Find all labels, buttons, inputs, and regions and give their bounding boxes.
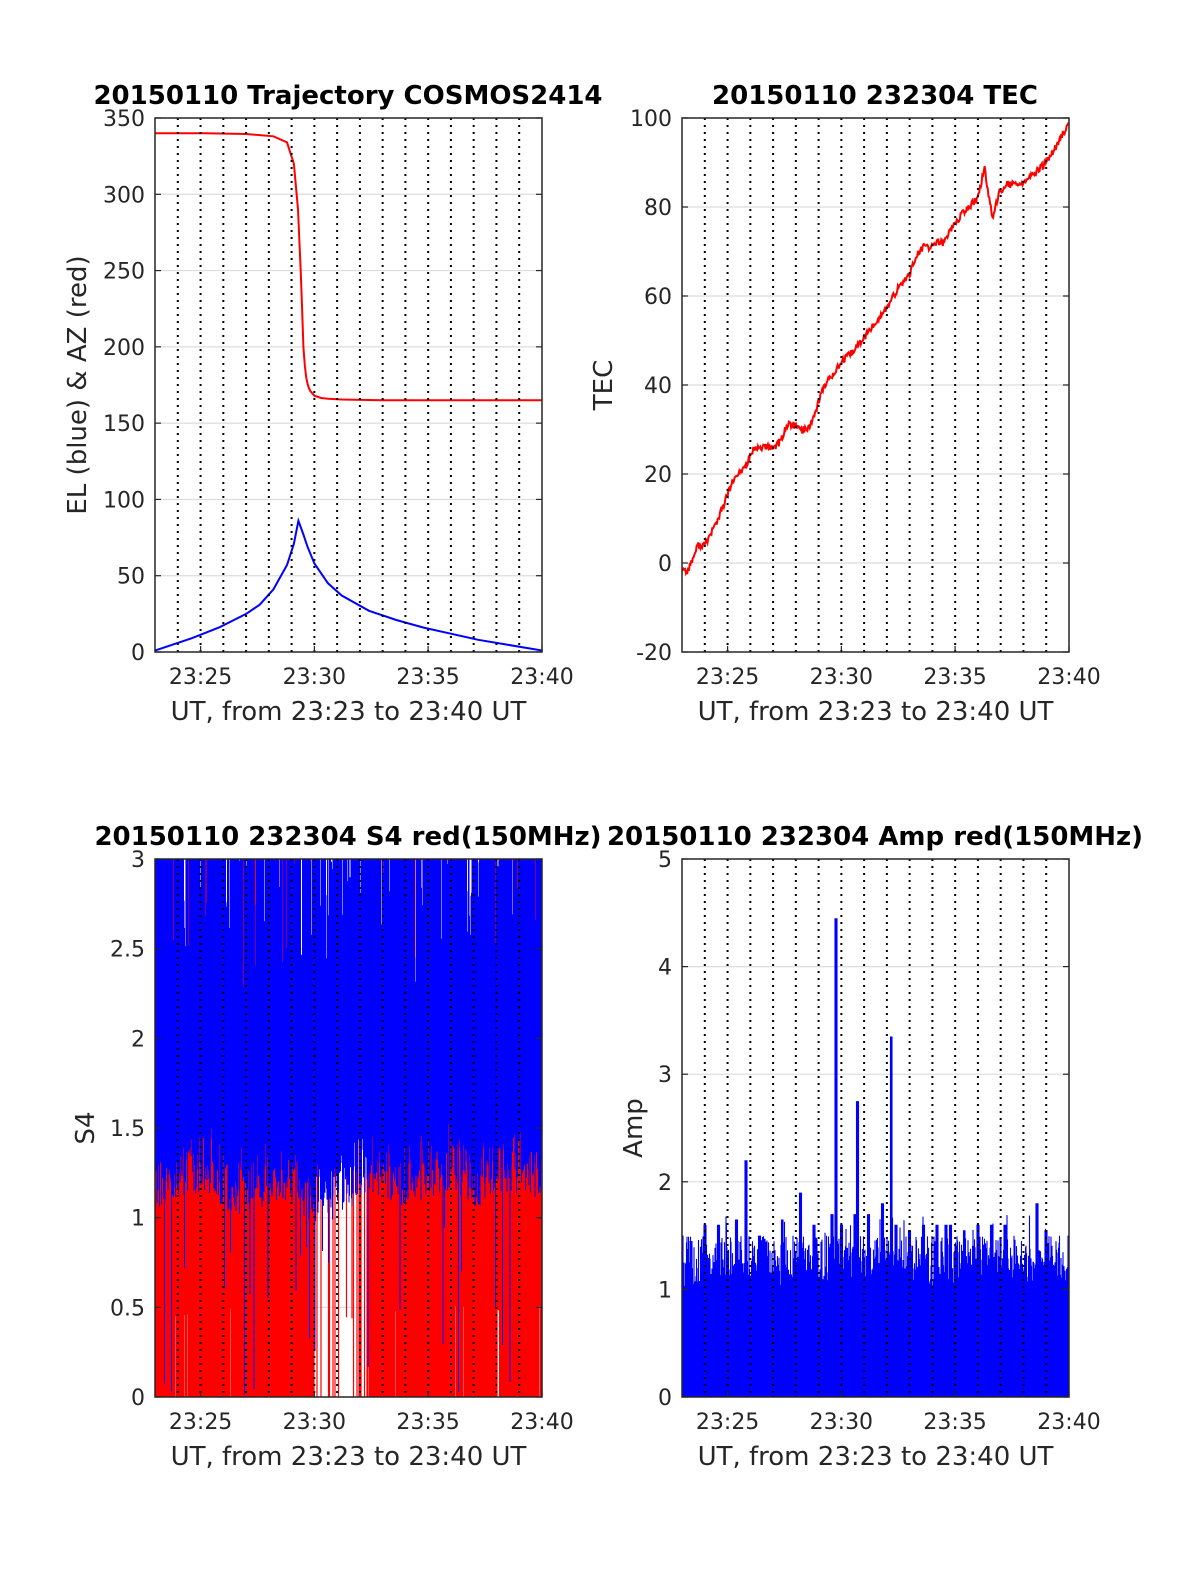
y-tick-label: 40 bbox=[644, 374, 672, 399]
y-tick-label: 100 bbox=[103, 488, 145, 513]
series-line-1 bbox=[682, 122, 1069, 577]
x-tick-label: 23:40 bbox=[510, 1410, 573, 1435]
chart-title: 20150110 Trajectory COSMOS2414 bbox=[93, 81, 602, 111]
x-axis-label: UT, from 23:23 to 23:40 UT bbox=[698, 1442, 1054, 1472]
x-tick-label: 23:35 bbox=[923, 665, 986, 690]
data-layer bbox=[682, 122, 1069, 577]
series-line-1 bbox=[155, 132, 542, 402]
x-tick-label: 23:40 bbox=[510, 665, 573, 690]
y-tick-label: 0.5 bbox=[110, 1296, 145, 1321]
x-tick-label: 23:40 bbox=[1037, 665, 1100, 690]
y-tick-label: -20 bbox=[636, 641, 672, 666]
chart-title: 20150110 232304 Amp red(150MHz) bbox=[607, 822, 1143, 852]
series-line-1 bbox=[682, 918, 1069, 1397]
y-tick-label: 60 bbox=[644, 285, 672, 310]
x-tick-label: 23:35 bbox=[396, 665, 459, 690]
y-tick-label: 100 bbox=[630, 107, 672, 132]
x-tick-label: 23:35 bbox=[396, 1410, 459, 1435]
y-tick-label: 2 bbox=[658, 1171, 672, 1196]
x-tick-label: 23:25 bbox=[696, 1410, 759, 1435]
chart-panel-4: 0 1 2 3 4 5 23:25 23:30 23:35 23:40 20150110 23230… bbox=[607, 822, 1143, 1472]
y-tick-label: 0 bbox=[658, 1386, 672, 1411]
y-tick-label: 80 bbox=[644, 196, 672, 221]
y-tick-label: 300 bbox=[103, 183, 145, 208]
axes-frame bbox=[154, 117, 543, 653]
x-tick-label: 23:40 bbox=[1037, 1410, 1100, 1435]
y-tick-label: 20 bbox=[644, 463, 672, 488]
y-tick-label: 0 bbox=[131, 641, 145, 666]
y-tick-label: 1 bbox=[131, 1207, 145, 1232]
data-layer bbox=[155, 859, 542, 1397]
y-tick-label: 2 bbox=[131, 1027, 145, 1052]
y-tick-label: 350 bbox=[103, 107, 145, 132]
x-tick-label: 23:35 bbox=[923, 1410, 986, 1435]
x-tick-label: 23:25 bbox=[169, 665, 232, 690]
y-tick-label: 1 bbox=[658, 1278, 672, 1303]
y-axis-label: EL (blue) & AZ (red) bbox=[63, 255, 93, 514]
chart-title: 20150110 232304 S4 red(150MHz) bbox=[94, 822, 601, 852]
x-axis-label: UT, from 23:23 to 23:40 UT bbox=[698, 697, 1054, 727]
y-tick-label: 0 bbox=[658, 552, 672, 577]
data-layer bbox=[155, 132, 542, 652]
chart-panel-1: 0 50 100 150 200 250 300 350 23:25 23:30 23:35 23:4… bbox=[63, 81, 603, 727]
x-tick-label: 23:25 bbox=[169, 1410, 232, 1435]
x-tick-label: 23:25 bbox=[696, 665, 759, 690]
y-axis-label: S4 bbox=[71, 1111, 101, 1144]
y-tick-label: 4 bbox=[658, 956, 672, 981]
chart-title: 20150110 232304 TEC bbox=[712, 81, 1038, 111]
y-tick-label: 3 bbox=[131, 848, 145, 873]
y-tick-label: 50 bbox=[117, 565, 145, 590]
y-tick-label: 150 bbox=[103, 412, 145, 437]
chart-panel-2: -20 0 20 40 60 80 100 23:25 23:30 23:35 23:40 20150… bbox=[589, 81, 1101, 727]
y-axis-label: Amp bbox=[619, 1098, 649, 1158]
y-tick-label: 1.5 bbox=[110, 1117, 145, 1142]
y-tick-label: 5 bbox=[658, 848, 672, 873]
y-tick-label: 0 bbox=[131, 1386, 145, 1411]
series-line-2 bbox=[155, 517, 542, 652]
x-axis-label: UT, from 23:23 to 23:40 UT bbox=[171, 1442, 527, 1472]
x-axis-label: UT, from 23:23 to 23:40 UT bbox=[171, 697, 527, 727]
series-line-2 bbox=[155, 859, 542, 1395]
x-tick-label: 23:30 bbox=[283, 1410, 346, 1435]
y-tick-label: 200 bbox=[103, 336, 145, 361]
chart-panel-3: 0 0.5 1 1.5 2 2.5 3 23:25 23:30 23:35 23:40 2015011… bbox=[71, 822, 602, 1472]
y-tick-label: 3 bbox=[658, 1063, 672, 1088]
x-tick-label: 23:30 bbox=[810, 665, 873, 690]
y-tick-label: 2.5 bbox=[110, 938, 145, 963]
y-axis-label: TEC bbox=[589, 360, 619, 411]
x-tick-label: 23:30 bbox=[283, 665, 346, 690]
data-layer bbox=[682, 918, 1069, 1397]
y-tick-label: 250 bbox=[103, 260, 145, 285]
x-tick-label: 23:30 bbox=[810, 1410, 873, 1435]
axes-frame bbox=[681, 858, 1070, 1398]
